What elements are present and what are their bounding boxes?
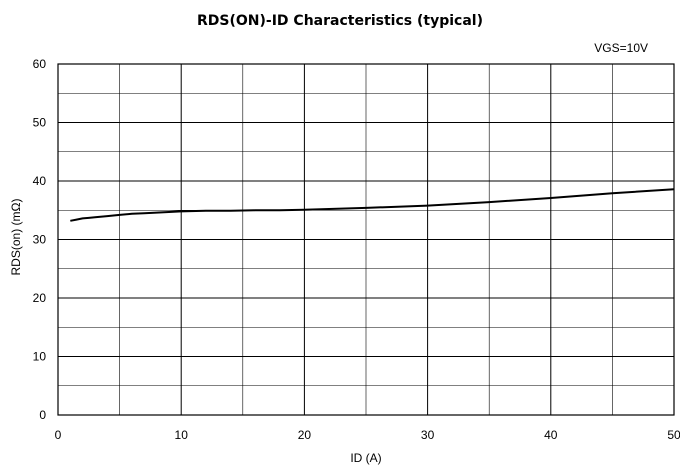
y-tick-label: 10 bbox=[33, 350, 47, 364]
y-tick-label: 60 bbox=[33, 57, 47, 71]
x-tick-label: 20 bbox=[298, 428, 312, 442]
x-tick-label: 10 bbox=[175, 428, 189, 442]
condition-label: VGS=10V bbox=[594, 41, 648, 55]
x-axis-label: ID (A) bbox=[350, 451, 381, 465]
x-tick-labels: 0 10 20 30 40 50 bbox=[55, 428, 680, 442]
y-tick-label: 20 bbox=[33, 291, 47, 305]
plot-frame bbox=[57, 63, 675, 416]
rds-on-curve bbox=[70, 188, 675, 222]
series-group bbox=[70, 188, 675, 222]
y-tick-labels: 0 10 20 30 40 50 60 bbox=[33, 57, 47, 422]
x-tick-label: 30 bbox=[421, 428, 435, 442]
grid bbox=[57, 63, 675, 416]
chart-title: RDS(ON)-ID Characteristics (typical) bbox=[197, 13, 483, 29]
y-tick-label: 30 bbox=[33, 233, 47, 247]
y-tick-label: 0 bbox=[39, 408, 46, 422]
x-tick-label: 50 bbox=[667, 428, 680, 442]
x-tick-label: 0 bbox=[55, 428, 62, 442]
y-axis-label: RDS(on) (mΩ) bbox=[9, 199, 23, 276]
y-tick-label: 40 bbox=[33, 174, 47, 188]
y-tick-label: 50 bbox=[33, 116, 47, 130]
x-tick-label: 40 bbox=[544, 428, 558, 442]
